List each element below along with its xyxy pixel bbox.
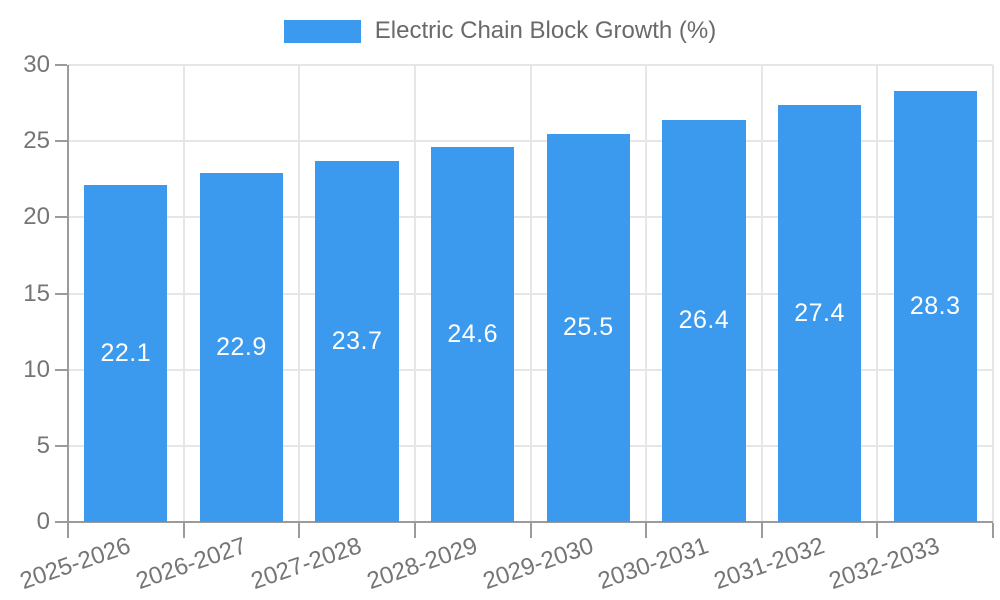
x-tick-label: 2027-2028: [247, 532, 366, 596]
x-tick-mark: [67, 523, 69, 538]
y-tick-label: 30: [23, 51, 50, 78]
x-tick-label: 2031-2032: [710, 532, 828, 596]
x-tick-label: 2026-2027: [132, 532, 250, 596]
bar-value-label: 26.4: [678, 306, 730, 335]
bar[interactable]: 24.6: [431, 147, 515, 522]
bar-value-label: 27.4: [794, 298, 845, 327]
bar-value-label: 22.1: [100, 339, 152, 368]
bar[interactable]: 26.4: [662, 119, 746, 522]
x-tick-label: 2025-2026: [16, 532, 134, 596]
bar[interactable]: 27.4: [777, 104, 862, 522]
y-tick-mark: [55, 368, 67, 371]
x-tick-mark: [876, 523, 879, 538]
y-tick-mark: [55, 64, 67, 66]
x-tick-label: 2028-2029: [363, 532, 481, 596]
x-tick-label: 2029-2030: [479, 532, 597, 596]
v-gridline: [876, 65, 879, 522]
bar[interactable]: 22.9: [199, 173, 284, 522]
legend-label: Electric Chain Block Growth (%): [374, 17, 717, 44]
v-gridline: [992, 65, 994, 522]
x-tick-label: 2030-2031: [594, 532, 713, 596]
y-tick-label: 10: [23, 355, 50, 383]
legend-swatch: [283, 19, 361, 43]
bar-value-label: 28.3: [909, 291, 961, 320]
legend[interactable]: Electric Chain Block Growth (%): [0, 18, 1000, 44]
plot-area: 22.1 22.9 23.7 24.6 25.5 26.4 27.4 28.3: [55, 64, 994, 538]
v-gridline: [413, 65, 416, 522]
x-tick-mark: [992, 523, 994, 538]
y-tick-mark: [55, 140, 67, 143]
x-tick-mark: [645, 523, 648, 538]
y-tick-label: 15: [23, 279, 50, 307]
x-tick-mark: [182, 523, 185, 538]
x-tick-mark: [529, 523, 532, 538]
x-tick-mark: [760, 523, 763, 538]
v-gridline: [529, 65, 532, 522]
y-tick-label: 25: [23, 127, 50, 155]
bar[interactable]: 23.7: [315, 160, 399, 522]
y-tick-label: 0: [36, 508, 50, 535]
bar-value-label: 23.7: [331, 326, 383, 355]
bar[interactable]: 22.1: [84, 185, 168, 522]
y-axis-line: [67, 65, 69, 522]
x-tick-label: 2032-2033: [826, 532, 944, 596]
x-axis-line: [67, 521, 993, 523]
v-gridline: [182, 65, 185, 522]
v-gridline: [298, 65, 301, 522]
bar-value-label: 22.9: [216, 333, 267, 362]
bar[interactable]: 28.3: [893, 90, 977, 522]
bar-value-label: 25.5: [562, 313, 614, 342]
x-tick-mark: [298, 523, 301, 538]
y-tick-label: 20: [23, 203, 50, 231]
bar[interactable]: 25.5: [546, 133, 630, 522]
x-tick-mark: [413, 523, 416, 538]
y-tick-mark: [55, 216, 67, 219]
v-gridline: [760, 65, 763, 522]
y-tick-mark: [55, 521, 67, 523]
v-gridline: [645, 65, 648, 522]
y-tick-label: 5: [36, 431, 50, 459]
bar-value-label: 24.6: [447, 320, 499, 349]
y-tick-mark: [55, 444, 67, 447]
y-tick-mark: [55, 292, 67, 295]
